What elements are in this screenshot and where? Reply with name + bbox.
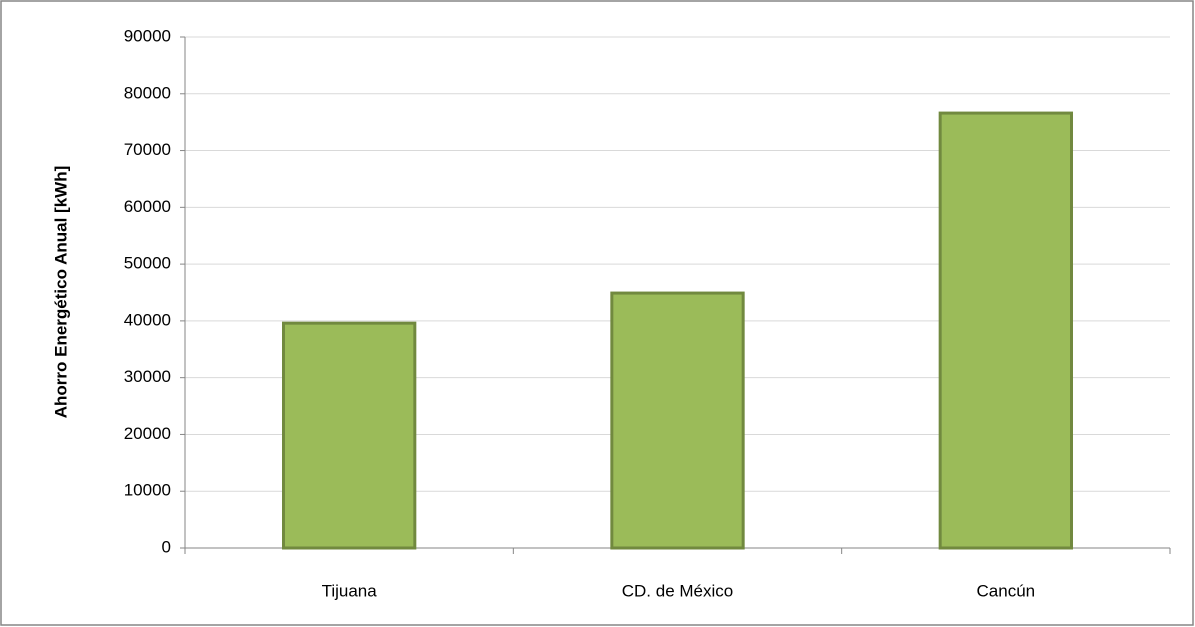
y-tick-label: 60000 (124, 197, 171, 216)
x-tick-label: CD. de México (622, 581, 733, 600)
y-tick-label: 50000 (124, 254, 171, 273)
y-tick-label: 0 (162, 537, 171, 556)
bar (282, 321, 417, 550)
y-axis-label: Ahorro Energético Anual [kWh] (51, 166, 70, 419)
y-tick-label: 70000 (124, 140, 171, 159)
y-tick-label: 10000 (124, 481, 171, 500)
bar (938, 111, 1074, 550)
y-tick-label: 20000 (124, 424, 171, 443)
y-tick-label: 40000 (124, 310, 171, 329)
bar (610, 291, 745, 550)
y-tick-label: 30000 (124, 367, 171, 386)
x-tick-label: Tijuana (322, 581, 378, 600)
y-tick-label: 80000 (124, 83, 171, 102)
y-tick-label: 90000 (124, 26, 171, 45)
x-tick-label: Cancún (977, 581, 1036, 600)
